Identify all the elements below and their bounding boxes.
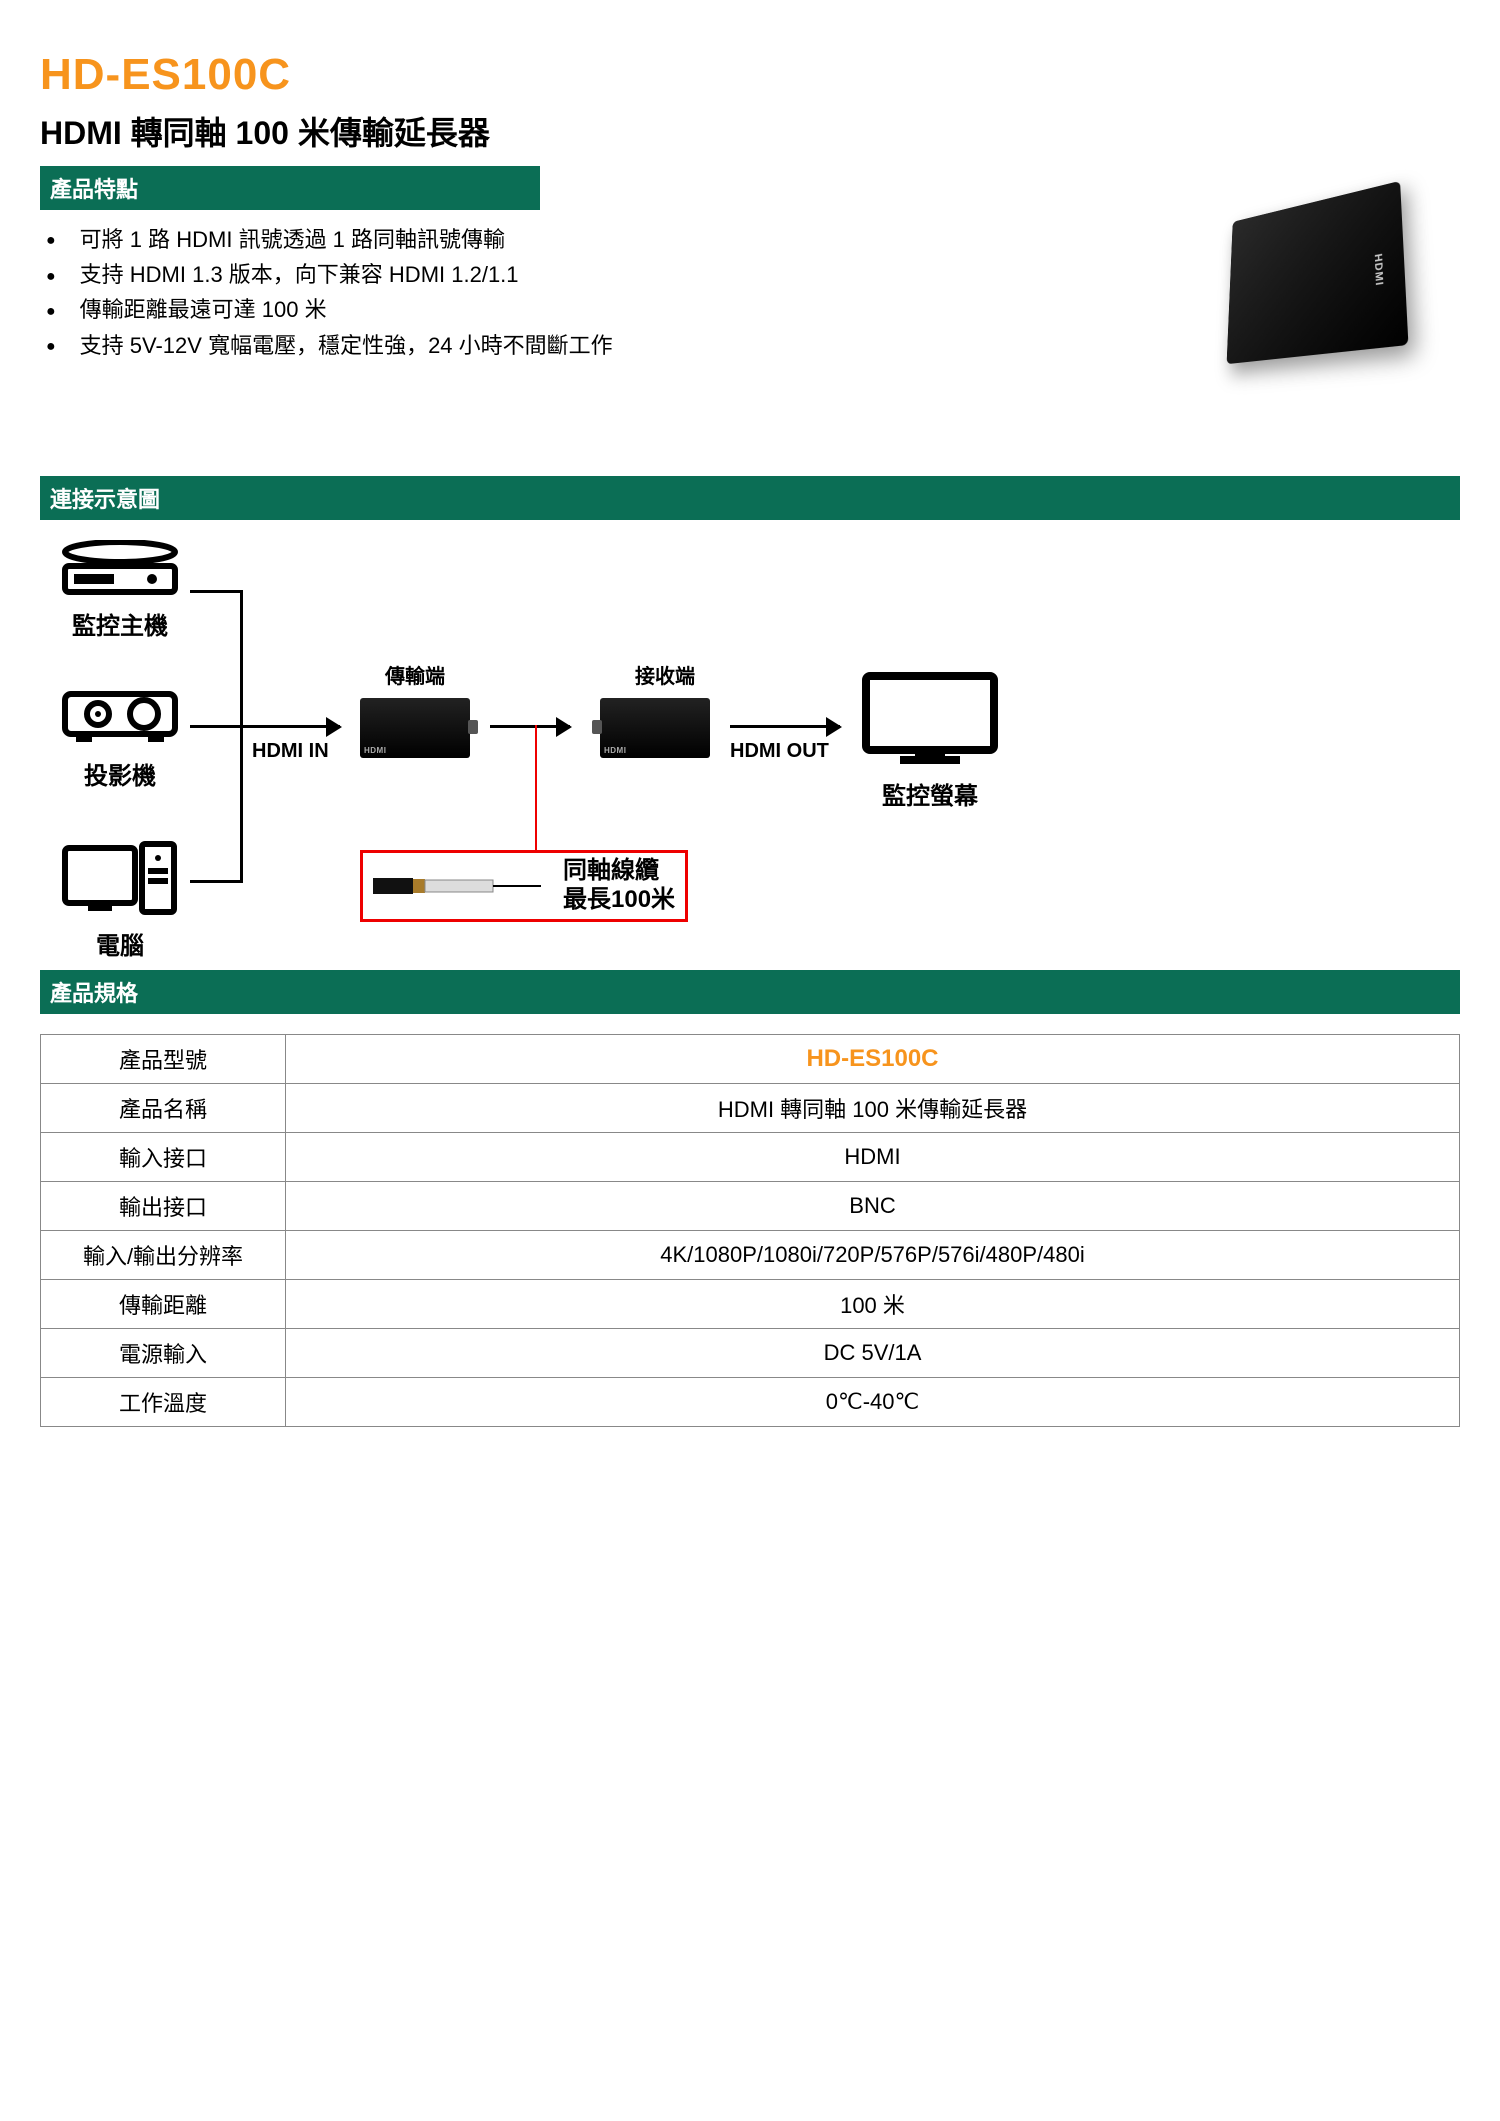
table-row: 輸入/輸出分辨率 4K/1080P/1080i/720P/576P/576i/4… bbox=[41, 1231, 1460, 1280]
diagram-arrow bbox=[730, 725, 840, 728]
dvr-label: 監控主機 bbox=[72, 606, 168, 641]
spec-label: 傳輸距離 bbox=[41, 1280, 286, 1329]
device-render-icon bbox=[1227, 181, 1409, 364]
tx-device: HDMI bbox=[360, 698, 470, 758]
spec-value: DC 5V/1A bbox=[286, 1329, 1460, 1378]
rx-device-icon: HDMI bbox=[600, 698, 710, 758]
projector-label: 投影機 bbox=[84, 756, 156, 791]
table-row: 電源輸入 DC 5V/1A bbox=[41, 1329, 1460, 1378]
spec-label: 工作溫度 bbox=[41, 1378, 286, 1427]
feature-list: 可將 1 路 HDMI 訊號透過 1 路同軸訊號傳輸 支持 HDMI 1.3 版… bbox=[46, 222, 1120, 363]
hdmi-in-label: HDMI IN bbox=[252, 740, 329, 763]
diagram-arrow bbox=[490, 725, 570, 728]
coax-cable-text: 同軸線纜 最長100米 bbox=[563, 857, 675, 915]
feature-item: 可將 1 路 HDMI 訊號透過 1 路同軸訊號傳輸 bbox=[46, 222, 1120, 257]
spec-value: HD-ES100C bbox=[286, 1035, 1460, 1084]
spec-section-heading: 產品規格 bbox=[40, 970, 1460, 1014]
spec-value: 4K/1080P/1080i/720P/576P/576i/480P/480i bbox=[286, 1231, 1460, 1280]
diagram-line bbox=[190, 880, 240, 883]
features-section-heading: 產品特點 bbox=[40, 166, 540, 210]
rx-label: 接收端 bbox=[635, 660, 695, 689]
top-row: 產品特點 可將 1 路 HDMI 訊號透過 1 路同軸訊號傳輸 支持 HDMI … bbox=[40, 166, 1460, 406]
diagram-line bbox=[190, 590, 240, 593]
feature-item: 支持 5V-12V 寬幅電壓，穩定性強，24 小時不間斷工作 bbox=[46, 328, 1120, 363]
connection-diagram: 監控主機 投影機 電腦 HDMI IN 傳輸端 HDMI bbox=[40, 540, 1460, 970]
coax-cable-icon bbox=[373, 866, 543, 906]
feature-column: 產品特點 可將 1 路 HDMI 訊號透過 1 路同軸訊號傳輸 支持 HDMI … bbox=[40, 166, 1120, 406]
hdmi-out-label: HDMI OUT bbox=[730, 740, 829, 763]
table-row: 傳輸距離 100 米 bbox=[41, 1280, 1460, 1329]
spec-label: 輸出接口 bbox=[41, 1182, 286, 1231]
spec-label: 輸入/輸出分辨率 bbox=[41, 1231, 286, 1280]
spec-label: 產品名稱 bbox=[41, 1084, 286, 1133]
spec-table: 產品型號 HD-ES100C 產品名稱 HDMI 轉同軸 100 米傳輸延長器 … bbox=[40, 1034, 1460, 1427]
coax-cable-box: 同軸線纜 最長100米 bbox=[360, 850, 688, 922]
tx-label: 傳輸端 bbox=[385, 660, 445, 689]
coax-link-line bbox=[535, 725, 537, 855]
pc-icon bbox=[60, 840, 180, 920]
spec-label: 輸入接口 bbox=[41, 1133, 286, 1182]
spec-value: HDMI bbox=[286, 1133, 1460, 1182]
spec-value: 100 米 bbox=[286, 1280, 1460, 1329]
monitor-label: 監控螢幕 bbox=[882, 776, 978, 811]
coax-line2: 最長100米 bbox=[563, 886, 675, 915]
rx-device: HDMI bbox=[600, 698, 710, 758]
spec-value: BNC bbox=[286, 1182, 1460, 1231]
diagram-line bbox=[190, 725, 240, 728]
spec-label: 產品型號 bbox=[41, 1035, 286, 1084]
pc-node: 電腦 bbox=[60, 840, 180, 961]
spec-value: HDMI 轉同軸 100 米傳輸延長器 bbox=[286, 1084, 1460, 1133]
dvr-node: 監控主機 bbox=[60, 540, 180, 641]
dvr-icon bbox=[60, 540, 180, 600]
spec-model-value: HD-ES100C bbox=[806, 1045, 938, 1072]
product-model-title: HD-ES100C bbox=[40, 50, 1460, 100]
spec-value: 0℃-40℃ bbox=[286, 1378, 1460, 1427]
diagram-section-heading: 連接示意圖 bbox=[40, 476, 1460, 520]
projector-node: 投影機 bbox=[60, 680, 180, 791]
projector-icon bbox=[60, 680, 180, 750]
coax-line1: 同軸線纜 bbox=[563, 857, 675, 886]
spec-label: 電源輸入 bbox=[41, 1329, 286, 1378]
feature-item: 傳輸距離最遠可達 100 米 bbox=[46, 292, 1120, 327]
feature-item: 支持 HDMI 1.3 版本，向下兼容 HDMI 1.2/1.1 bbox=[46, 257, 1120, 292]
table-row: 產品型號 HD-ES100C bbox=[41, 1035, 1460, 1084]
product-image bbox=[1160, 186, 1460, 406]
table-row: 輸入接口 HDMI bbox=[41, 1133, 1460, 1182]
diagram-line bbox=[240, 590, 243, 883]
product-subtitle: HDMI 轉同軸 100 米傳輸延長器 bbox=[40, 108, 1460, 154]
tx-device-icon: HDMI bbox=[360, 698, 470, 758]
monitor-icon bbox=[860, 670, 1000, 770]
table-row: 輸出接口 BNC bbox=[41, 1182, 1460, 1231]
table-row: 產品名稱 HDMI 轉同軸 100 米傳輸延長器 bbox=[41, 1084, 1460, 1133]
pc-label: 電腦 bbox=[96, 926, 144, 961]
monitor-node: 監控螢幕 bbox=[860, 670, 1000, 811]
table-row: 工作溫度 0℃-40℃ bbox=[41, 1378, 1460, 1427]
diagram-arrow bbox=[240, 725, 340, 728]
